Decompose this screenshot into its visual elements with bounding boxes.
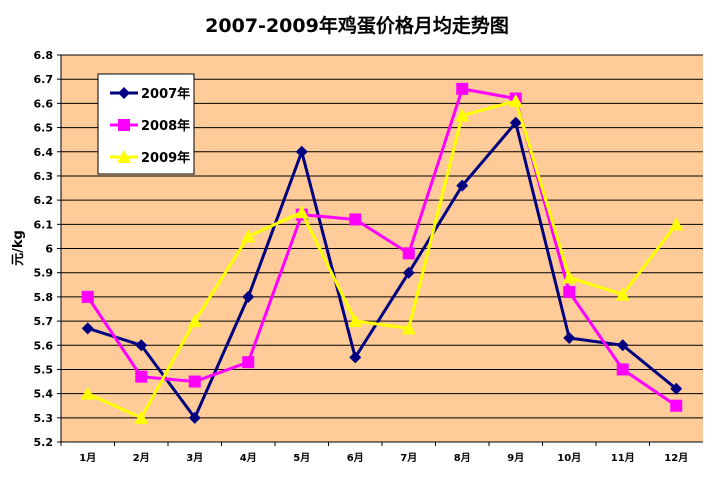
data-point [455, 108, 470, 122]
legend-label: 2009年 [141, 150, 190, 166]
x-tick-label: 2月 [133, 452, 150, 464]
series-2008年 [81, 82, 683, 412]
legend-label: 2007年 [141, 86, 190, 102]
y-tick-label: 5.5 [34, 363, 54, 376]
x-tick-label: 11月 [611, 452, 635, 464]
y-tick-label: 6.3 [34, 170, 54, 183]
chart-title: 2007-2009年鸡蛋价格月均走势图 [205, 14, 509, 37]
y-tick-label: 6.8 [34, 49, 54, 62]
y-axis-label: 元/kg [11, 230, 26, 266]
y-tick-label: 6.5 [34, 122, 54, 135]
data-point [616, 339, 629, 352]
data-point [509, 116, 522, 129]
data-point [80, 386, 95, 400]
y-tick-label: 6.4 [34, 146, 54, 159]
y-tick-label: 5.2 [34, 436, 54, 449]
data-point [349, 213, 362, 226]
y-tick-label: 5.6 [34, 339, 54, 352]
y-tick-label: 5.4 [34, 388, 54, 401]
data-point [615, 287, 630, 301]
y-tick-label: 6.7 [34, 73, 54, 86]
data-point [670, 399, 683, 412]
data-point [242, 290, 255, 303]
data-point [135, 370, 148, 383]
x-tick-label: 1月 [79, 452, 96, 464]
data-point [670, 382, 683, 395]
data-point [135, 339, 148, 352]
data-point [348, 314, 363, 328]
series-line [86, 87, 678, 407]
data-point [242, 356, 255, 369]
data-point [134, 410, 149, 424]
data-point [402, 266, 415, 279]
data-point [81, 290, 94, 303]
y-tick-label: 5.7 [34, 315, 54, 328]
y-tick-label: 6.6 [34, 97, 54, 110]
data-point [508, 93, 523, 107]
data-point [456, 179, 469, 192]
y-tick-label: 6 [45, 243, 53, 256]
y-tick-label: 6.2 [34, 194, 54, 207]
data-point [669, 217, 684, 231]
series-line [87, 99, 678, 420]
data-point [563, 286, 576, 299]
x-tick-label: 10月 [557, 452, 581, 464]
data-point [81, 322, 94, 335]
x-tick-label: 3月 [186, 452, 203, 464]
data-point [402, 247, 415, 260]
series-line [87, 119, 678, 421]
x-tick-label: 5月 [293, 452, 310, 464]
data-point [562, 270, 577, 284]
y-tick-label: 5.9 [34, 267, 54, 280]
data-point [294, 205, 309, 219]
data-point [188, 375, 201, 388]
data-point [456, 82, 469, 95]
x-tick-label: 8月 [454, 452, 471, 464]
x-tick-label: 6月 [347, 452, 364, 464]
data-point [563, 331, 576, 344]
legend: 2007年 2008年 2009年 [97, 73, 195, 175]
data-point [241, 229, 256, 243]
legend-marker [118, 119, 130, 131]
series-2009年 [80, 93, 684, 424]
legend-label: 2008年 [141, 118, 190, 134]
x-tick-label: 7月 [400, 452, 417, 464]
y-tick-label: 5.8 [34, 291, 54, 304]
data-point [188, 411, 201, 424]
y-tick-label: 5.3 [34, 412, 54, 425]
data-point [295, 145, 308, 158]
data-point [401, 321, 416, 335]
legend-marker [118, 87, 130, 99]
x-tick-label: 9月 [507, 452, 524, 464]
x-tick-label: 12月 [664, 452, 688, 464]
legend-marker [117, 150, 131, 163]
x-tick-label: 4月 [240, 452, 257, 464]
y-tick-label: 6.1 [34, 218, 54, 231]
data-point [349, 351, 362, 364]
data-point [187, 314, 202, 328]
data-point [616, 363, 629, 376]
series-2007年 [81, 116, 683, 424]
